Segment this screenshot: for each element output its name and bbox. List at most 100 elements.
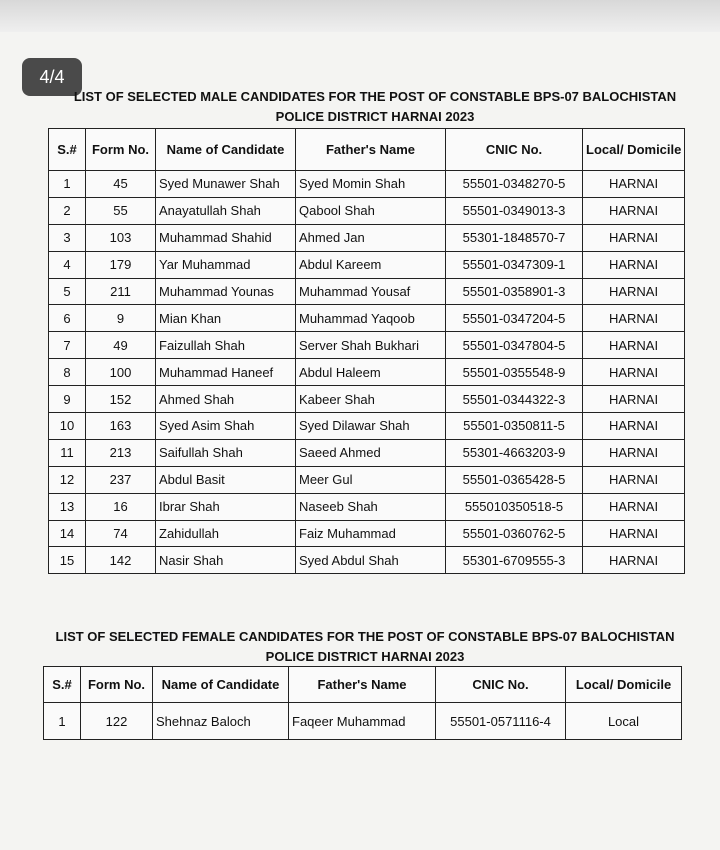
table-cell: 179 (85, 250, 156, 279)
table-cell: 15 (48, 546, 86, 575)
column-header: Local/ Domicile (565, 666, 682, 703)
table-cell: 13 (48, 492, 86, 521)
table-cell: 555010350518-5 (445, 492, 583, 521)
female-table: S.# Form No. Name of Candidate Father's Nam… (43, 666, 682, 740)
page-badge: 4/4 (22, 58, 82, 96)
top-strip (0, 0, 720, 32)
table-row: 12 237 Abdul Basit Meer Gul 55501-0365428-5 H… (48, 465, 685, 494)
table-cell: Abdul Basit (155, 465, 296, 494)
title-line: LIST OF SELECTED FEMALE CANDIDATES FOR T… (55, 629, 675, 644)
table-row: 3 103 Muhammad Shahid Ahmed Jan 55301-184857… (48, 223, 685, 252)
table-cell: 55301-6709555-3 (445, 546, 583, 575)
table-cell: 11 (48, 438, 86, 467)
table-row: 14 74 Zahidullah Faiz Muhammad 55501-0360762… (48, 519, 685, 548)
table-cell: 55501-0348270-5 (445, 170, 583, 198)
table-cell: HARNAI (582, 412, 685, 440)
title-line: POLICE DISTRICT HARNAI 2023 (265, 649, 465, 664)
table-cell: 16 (85, 492, 156, 521)
table-cell: Saifullah Shah (155, 438, 296, 467)
table-cell: Naseeb Shah (295, 492, 446, 521)
table-cell: Saeed Ahmed (295, 438, 446, 467)
table-cell: Syed Munawer Shah (155, 170, 296, 198)
table-cell: Syed Momin Shah (295, 170, 446, 198)
table-cell: 142 (85, 546, 156, 575)
column-header: Name of Candidate (155, 128, 296, 171)
table-cell: 55301-1848570-7 (445, 223, 583, 252)
table-cell: 10 (48, 412, 86, 440)
table-cell: 55501-0350811-5 (445, 412, 583, 440)
table-cell: HARNAI (582, 385, 685, 414)
table-cell: Abdul Haleem (295, 358, 446, 387)
table-cell: 211 (85, 277, 156, 306)
table-cell: Abdul Kareem (295, 250, 446, 279)
table-cell: Qabool Shah (295, 196, 446, 225)
table-cell: 14 (48, 519, 86, 548)
table-cell: 55 (85, 196, 156, 225)
table-row: 1 45 Syed Munawer Shah Syed Momin Shah 55501… (48, 170, 685, 198)
table-cell: Shehnaz Baloch (152, 702, 289, 740)
table-cell: 4 (48, 250, 86, 279)
table-row: 9 152 Ahmed Shah Kabeer Shah 55501-0344322-3… (48, 385, 685, 414)
table-cell: 55301-4663203-9 (445, 438, 583, 467)
column-header: Name of Candidate (152, 666, 289, 703)
table-cell: 55501-0347309-1 (445, 250, 583, 279)
table-cell: Ahmed Shah (155, 385, 296, 414)
table-cell: 5 (48, 277, 86, 306)
table-cell: 9 (48, 385, 86, 414)
table-row: 11 213 Saifullah Shah Saeed Ahmed 55301-4663… (48, 438, 685, 467)
table-cell: Muhammad Shahid (155, 223, 296, 252)
table-row: 8 100 Muhammad Haneef Abdul Haleem 55501-035… (48, 358, 685, 387)
table-cell: 100 (85, 358, 156, 387)
table-cell: Meer Gul (295, 465, 446, 494)
table-cell: 74 (85, 519, 156, 548)
table-row: 2 55 Anayatullah Shah Qabool Shah 55501-0349… (48, 196, 685, 225)
table-cell: HARNAI (582, 492, 685, 521)
table-cell: 152 (85, 385, 156, 414)
table-cell: Server Shah Bukhari (295, 331, 446, 360)
table-cell: Faizullah Shah (155, 331, 296, 360)
table-cell: 7 (48, 331, 86, 360)
table-cell: 55501-0344322-3 (445, 385, 583, 414)
table-cell: 45 (85, 170, 156, 198)
table-cell: HARNAI (582, 196, 685, 225)
table-cell: HARNAI (582, 438, 685, 467)
table-cell: 3 (48, 223, 86, 252)
table-cell: HARNAI (582, 223, 685, 252)
table-cell: Kabeer Shah (295, 385, 446, 414)
table-cell: Anayatullah Shah (155, 196, 296, 225)
table-cell: HARNAI (582, 170, 685, 198)
table-cell: 2 (48, 196, 86, 225)
table-row: 6 9 Mian Khan Muhammad Yaqoob 55501-0347204-… (48, 304, 685, 333)
title-line: POLICE DISTRICT HARNAI 2023 (275, 109, 475, 124)
table-cell: Syed Abdul Shah (295, 546, 446, 575)
column-header: CNIC No. (435, 666, 566, 703)
table-row: 13 16 Ibrar Shah Naseeb Shah 555010350518-5 H… (48, 492, 685, 521)
table-cell: HARNAI (582, 277, 685, 306)
table-cell: 6 (48, 304, 86, 333)
table-cell: HARNAI (582, 465, 685, 494)
table-cell: Muhammad Yaqoob (295, 304, 446, 333)
column-header: S.# (48, 128, 86, 171)
column-header: Local/ Domicile (582, 128, 685, 171)
table-cell: 1 (48, 170, 86, 198)
table-cell: 55501-0571116-4 (435, 702, 566, 740)
table-cell: Faqeer Muhammad (288, 702, 436, 740)
male-list-title: LIST OF SELECTED MALE CANDIDATES FOR THE… (60, 87, 690, 127)
header-row: S.# Form No. Name of Candidate Father's Nam… (48, 128, 685, 171)
table-cell: Faiz Muhammad (295, 519, 446, 548)
table-cell: 55501-0347204-5 (445, 304, 583, 333)
table-cell: Muhammad Yousaf (295, 277, 446, 306)
table-cell: Muhammad Younas (155, 277, 296, 306)
table-cell: 103 (85, 223, 156, 252)
table-cell: HARNAI (582, 358, 685, 387)
table-cell: Syed Asim Shah (155, 412, 296, 440)
table-cell: Zahidullah (155, 519, 296, 548)
table-cell: 55501-0349013-3 (445, 196, 583, 225)
column-header: CNIC No. (445, 128, 583, 171)
female-list-title: LIST OF SELECTED FEMALE CANDIDATES FOR T… (45, 627, 685, 667)
table-cell: Muhammad Haneef (155, 358, 296, 387)
table-cell: 49 (85, 331, 156, 360)
table-cell: 8 (48, 358, 86, 387)
column-header: Father's Name (295, 128, 446, 171)
table-cell: 12 (48, 465, 86, 494)
